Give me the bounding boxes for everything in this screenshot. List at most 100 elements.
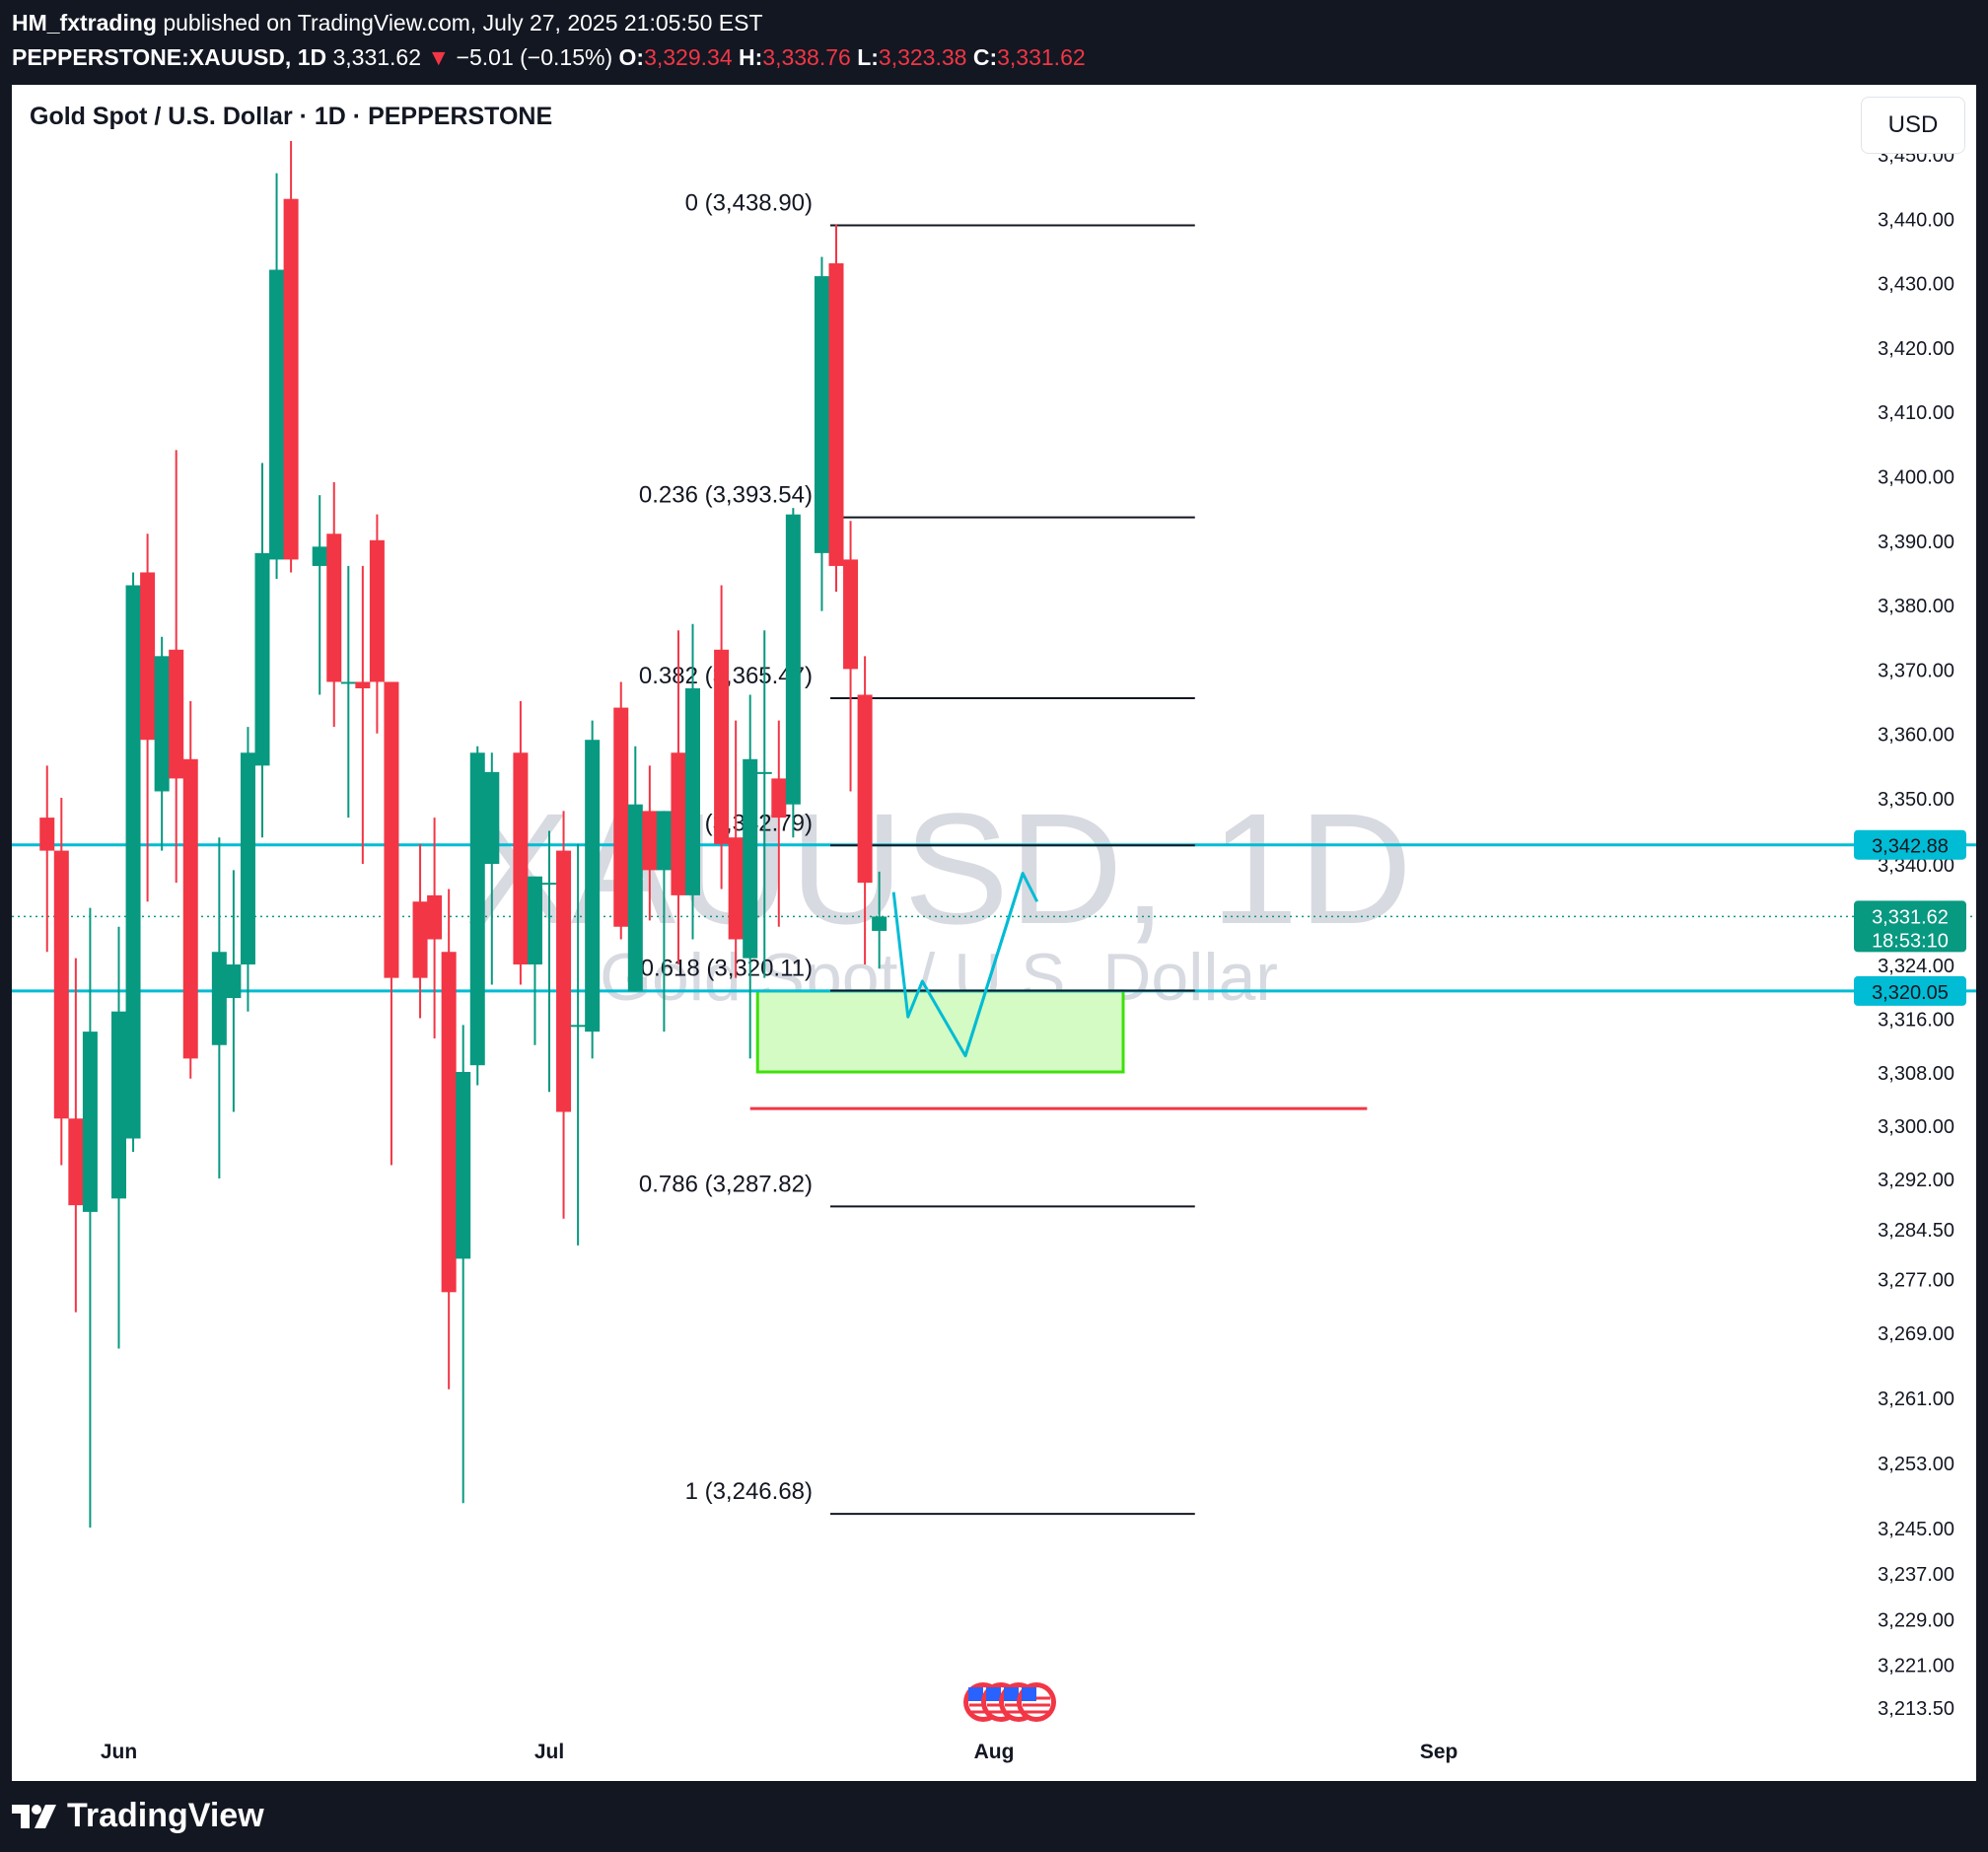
candle-body: [570, 1025, 586, 1028]
high-label: H:: [739, 44, 763, 70]
economic-events[interactable]: [963, 1682, 1056, 1722]
candle-body: [441, 952, 457, 1293]
level-tag: 3,320.05: [1872, 982, 1949, 1004]
price-tick-label: 3,390.00: [1878, 532, 1954, 553]
bar-countdown: 18:53:10: [1872, 930, 1949, 952]
tradingview-logo-icon: [12, 1804, 56, 1828]
candle-body: [226, 964, 242, 999]
candle-body: [326, 534, 342, 682]
candle-body: [785, 514, 801, 805]
currency-button[interactable]: USD: [1861, 97, 1965, 154]
price-tick-label: 3,300.00: [1878, 1116, 1954, 1138]
candle-body: [111, 1011, 126, 1199]
flag-canton: [986, 1687, 1001, 1701]
price-tick-label: 3,308.00: [1878, 1063, 1954, 1085]
price-change: −5.01 (−0.15%): [456, 44, 613, 70]
symbol-label: PEPPERSTONE:XAUUSD, 1D: [12, 44, 327, 70]
candle-body: [613, 707, 629, 927]
fib-level-label: 0.786 (3,287.82): [639, 1171, 813, 1197]
demand-zone[interactable]: [755, 989, 1125, 1074]
price-tick-label: 3,213.50: [1878, 1698, 1954, 1720]
candle-body: [312, 546, 327, 566]
fib-level-label: 0 (3,438.90): [685, 189, 813, 216]
candle-body: [843, 559, 859, 670]
candle-body: [254, 552, 270, 766]
price-tick-label: 3,370.00: [1878, 660, 1954, 681]
price-chart[interactable]: XAUUSD, 1D Gold Spot / U.S. Dollar 0 (3,…: [12, 85, 1976, 1781]
open-value: 3,329.34: [644, 44, 733, 70]
price-tick-label: 3,410.00: [1878, 402, 1954, 424]
price-tick-label: 3,440.00: [1878, 209, 1954, 231]
time-tick-label: Jun: [101, 1741, 137, 1763]
candle-body: [685, 687, 700, 895]
candle-body: [828, 263, 844, 566]
candle-body: [714, 649, 730, 844]
price-tick-label: 3,269.00: [1878, 1323, 1954, 1345]
candle-body: [384, 681, 399, 978]
flag-canton: [1022, 1687, 1036, 1701]
candle-body: [154, 656, 170, 792]
time-axis[interactable]: Jun Jul Aug Sep: [101, 1741, 1458, 1763]
low-label: L:: [857, 44, 879, 70]
watermark-symbol: XAUUSD, 1D: [465, 780, 1412, 957]
candle-body: [68, 1118, 84, 1206]
price-tick-label: 3,340.00: [1878, 855, 1954, 877]
last-price: 3,331.62: [332, 44, 422, 70]
candle-body: [412, 901, 428, 978]
price-tick-label: 3,400.00: [1878, 467, 1954, 489]
time-tick-label: Aug: [974, 1741, 1015, 1763]
candle-body: [39, 818, 55, 851]
last-price-tag: 3,331.62: [1872, 906, 1949, 928]
price-tick-label: 3,380.00: [1878, 596, 1954, 617]
publish-info: published on TradingView.com, July 27, 2…: [163, 10, 763, 36]
price-tick-label: 3,245.00: [1878, 1519, 1954, 1540]
price-tick-label: 3,316.00: [1878, 1010, 1954, 1032]
candle-body: [743, 758, 758, 959]
us-flag-icon[interactable]: [1017, 1682, 1056, 1722]
projection-arrowhead: [963, 872, 1039, 1057]
candle-body: [756, 771, 772, 774]
candle-body: [211, 952, 227, 1045]
candle-body: [872, 916, 888, 931]
candle-body: [814, 276, 829, 553]
fib-level-label: 0.618 (3,320.11): [641, 956, 813, 982]
time-tick-label: Sep: [1420, 1741, 1458, 1763]
candle-body: [642, 811, 658, 871]
fib-level-label: 1 (3,246.68): [685, 1478, 813, 1505]
flag-canton: [1004, 1687, 1019, 1701]
close-value: 3,331.62: [997, 44, 1086, 70]
close-label: C:: [972, 44, 998, 70]
candle-body: [627, 804, 643, 992]
fibonacci-retracement[interactable]: 0 (3,438.90)0.236 (3,393.54)0.382 (3,365…: [639, 189, 1195, 1516]
price-tick-label: 3,229.00: [1878, 1609, 1954, 1631]
price-tick-label: 3,253.00: [1878, 1454, 1954, 1475]
ohlc-line: PEPPERSTONE:XAUUSD, 1D 3,331.62 ▼ −5.01 …: [12, 44, 1086, 71]
low-value: 3,323.38: [878, 44, 967, 70]
candle-body: [369, 539, 385, 682]
projection-path[interactable]: [891, 872, 1039, 1058]
candle-body: [182, 758, 198, 1059]
candle-body: [656, 811, 672, 871]
price-tick-label: 3,221.00: [1878, 1656, 1954, 1677]
price-axis[interactable]: 3,213.50 3,221.00 3,229.00 3,237.00 3,245.00…: [1878, 145, 1954, 1720]
time-tick-label: Jul: [534, 1741, 564, 1763]
price-tick-label: 3,261.00: [1878, 1389, 1954, 1410]
price-tick-label: 3,292.00: [1878, 1170, 1954, 1191]
chart-panel[interactable]: XAUUSD, 1D Gold Spot / U.S. Dollar 0 (3,…: [12, 85, 1976, 1781]
candle-body: [169, 649, 184, 779]
flag-canton: [968, 1687, 983, 1701]
tradingview-brand: TradingView: [67, 1797, 264, 1834]
candle-body: [585, 740, 601, 1033]
chart-title: Gold Spot / U.S. Dollar · 1D · PEPPERSTO…: [30, 103, 553, 130]
open-label: O:: [618, 44, 645, 70]
price-tick-label: 3,237.00: [1878, 1564, 1954, 1586]
publish-line: HM_fxtrading published on TradingView.co…: [12, 10, 763, 36]
candle-body: [269, 269, 285, 560]
header: HM_fxtrading published on TradingView.co…: [0, 0, 1988, 85]
candle-body: [355, 681, 371, 688]
candle-body: [140, 572, 156, 741]
footer: TradingView: [0, 1781, 1988, 1852]
tradingview-logo[interactable]: TradingView: [12, 1797, 264, 1835]
author-name[interactable]: HM_fxtrading: [12, 10, 157, 36]
